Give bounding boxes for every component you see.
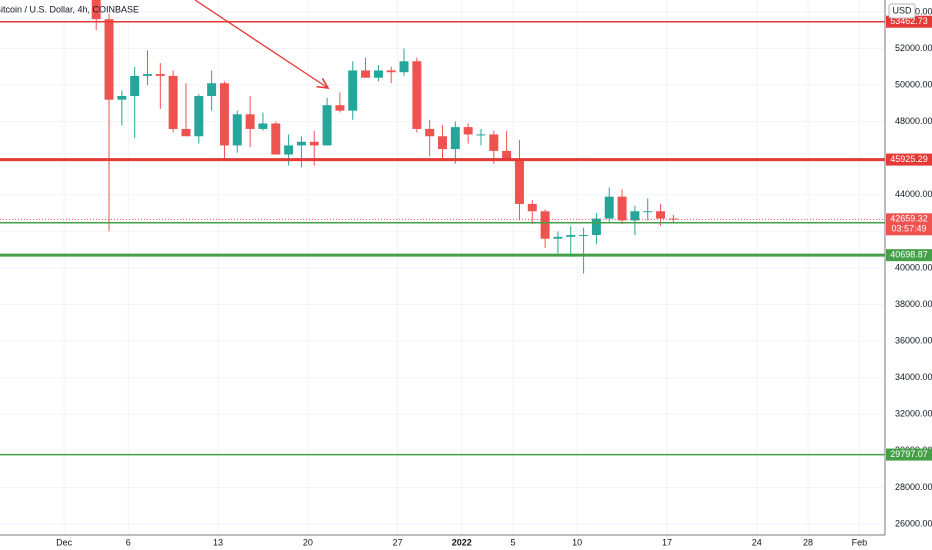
level-label: 29797.07 xyxy=(890,449,928,459)
candle-body xyxy=(527,203,537,212)
candle-body xyxy=(630,211,640,221)
y-tick-label: 38000.00 xyxy=(895,299,932,309)
candle-body xyxy=(130,75,140,97)
candle-body xyxy=(540,211,550,239)
candle-body xyxy=(181,128,191,137)
candle-body xyxy=(604,196,614,219)
currency-box[interactable] xyxy=(888,3,916,19)
candle-body xyxy=(373,70,383,78)
x-tick-label: Dec xyxy=(56,537,73,547)
candle-body xyxy=(348,70,358,111)
y-tick-label: 32000.00 xyxy=(895,409,932,419)
candle-body xyxy=(155,74,165,76)
chart-title: Bitcoin / U.S. Dollar, 4h, COINBASE xyxy=(0,4,139,14)
candle-body xyxy=(617,196,627,221)
x-tick-label: 17 xyxy=(662,537,672,547)
countdown: 03:57:49 xyxy=(891,224,926,234)
level-label: 53462.73 xyxy=(890,16,928,26)
candle-body xyxy=(412,61,422,129)
candle-body xyxy=(361,70,371,78)
level-label: 45925.29 xyxy=(890,154,928,164)
candle-body xyxy=(232,114,242,146)
level-label-bg xyxy=(886,448,932,461)
level-label-bg xyxy=(886,15,932,28)
x-tick-label: 5 xyxy=(511,537,516,547)
y-tick-label: 34000.00 xyxy=(895,372,932,382)
level-label-bg xyxy=(886,153,932,166)
candle-body xyxy=(168,75,178,129)
y-tick-label: 40000.00 xyxy=(895,262,932,272)
candle-body xyxy=(489,134,499,151)
candle-body xyxy=(143,74,152,76)
candle-body xyxy=(245,114,255,129)
x-tick-label: 6 xyxy=(126,537,131,547)
candle-body xyxy=(514,160,524,204)
x-tick-label: 27 xyxy=(393,537,403,547)
candle-body xyxy=(656,211,666,219)
x-tick-label: 10 xyxy=(572,537,582,547)
y-tick-label: 50000.00 xyxy=(895,79,932,89)
candle-body xyxy=(386,70,396,73)
y-tick-label: 28000.00 xyxy=(895,482,932,492)
candle-body xyxy=(104,19,114,100)
x-tick-label: Feb xyxy=(852,537,868,547)
x-tick-label: 20 xyxy=(303,537,313,547)
x-tick-label: 24 xyxy=(752,537,762,547)
y-tick-label: 48000.00 xyxy=(895,116,932,126)
candle-body xyxy=(296,141,306,146)
candle-body xyxy=(322,105,332,146)
candle-body xyxy=(309,141,319,146)
candle-body xyxy=(425,128,435,137)
candle-body xyxy=(591,218,601,236)
x-tick-label: 13 xyxy=(213,537,223,547)
candle-body xyxy=(207,83,217,97)
candle-body xyxy=(438,136,447,150)
candle-body xyxy=(271,123,281,155)
candle-body xyxy=(566,235,576,237)
y-tick-label: 44000.00 xyxy=(895,189,932,199)
candle-body xyxy=(502,150,512,161)
candle-body xyxy=(476,134,486,136)
x-tick-label: 2022 xyxy=(452,537,472,547)
candle-body xyxy=(194,96,204,137)
x-tick-label: 28 xyxy=(803,537,813,547)
level-label-bg xyxy=(886,249,932,262)
candle-body xyxy=(117,96,127,100)
y-tick-label: 26000.00 xyxy=(895,518,932,528)
candle-body xyxy=(399,61,409,73)
y-tick-label: 52000.00 xyxy=(895,43,932,53)
candle-body xyxy=(91,0,101,20)
candle-body xyxy=(284,145,294,155)
trend-arrow xyxy=(194,0,328,88)
candle-body xyxy=(553,236,563,239)
candle-body xyxy=(450,127,460,150)
level-label: 40698.87 xyxy=(890,250,928,260)
last-price-label: 42659.32 xyxy=(890,214,928,224)
y-tick-label: 36000.00 xyxy=(895,335,932,345)
candle-body xyxy=(463,127,473,135)
candle-body xyxy=(258,123,268,129)
last-price-bg xyxy=(886,213,932,236)
candle-body xyxy=(219,83,229,146)
candle-body xyxy=(668,218,678,220)
candle-body xyxy=(335,105,345,111)
currency[interactable]: USD xyxy=(892,5,912,15)
candle-body xyxy=(579,235,589,237)
candle-body xyxy=(643,211,653,213)
